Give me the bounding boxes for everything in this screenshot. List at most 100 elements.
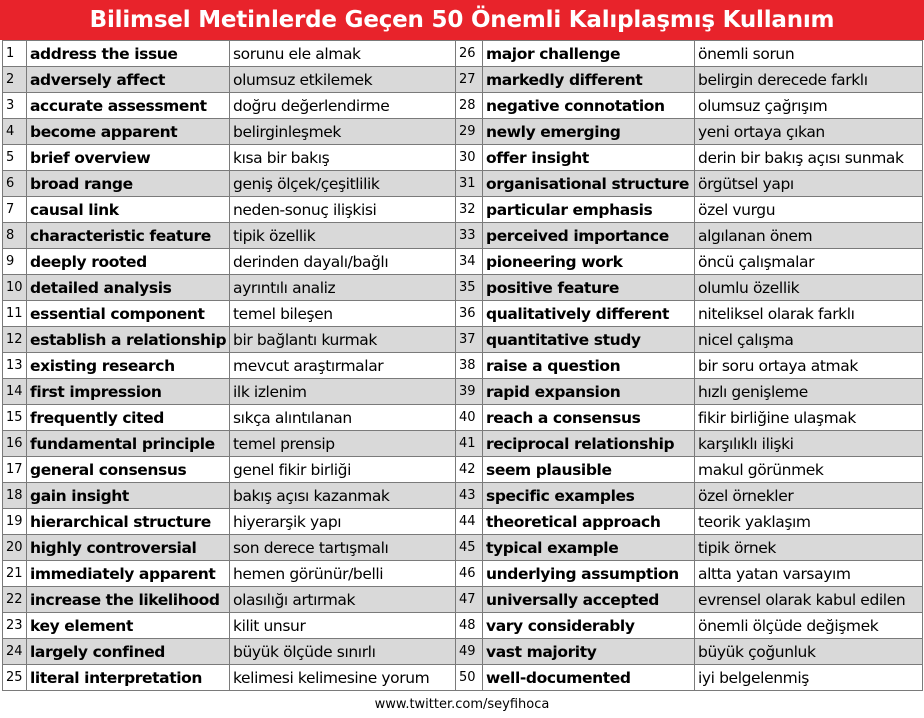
turkish-translation: hiyerarşik yapı <box>229 508 456 535</box>
row-number: 26 <box>455 40 483 67</box>
turkish-translation: yeni ortaya çıkan <box>694 118 923 145</box>
table-row: 3 accurate assessment doğru değerlendirme 2… <box>2 92 923 119</box>
row-number: 7 <box>2 196 27 223</box>
row-number: 33 <box>455 222 483 249</box>
row-number: 35 <box>455 274 483 301</box>
footer-credit: www.twitter.com/seyfihoca <box>374 696 550 712</box>
english-phrase: highly controversial <box>26 534 230 561</box>
turkish-translation: makul görünmek <box>694 456 923 483</box>
table-row: 6 broad range geniş ölçek/çeşitlilik 31 orga… <box>2 170 923 197</box>
turkish-translation: büyük ölçüde sınırlı <box>229 638 456 665</box>
table-row: 21 immediately apparent hemen görünür/bell… <box>2 560 923 587</box>
row-number: 42 <box>455 456 483 483</box>
row-number: 23 <box>2 612 27 639</box>
turkish-translation: öncü çalışmalar <box>694 248 923 275</box>
row-number: 47 <box>455 586 483 613</box>
turkish-translation: örgütsel yapı <box>694 170 923 197</box>
row-number: 17 <box>2 456 27 483</box>
table-row: 23 key element kilit unsur 48 vary considera… <box>2 612 923 639</box>
turkish-translation: hızlı genişleme <box>694 378 923 405</box>
turkish-translation: özel vurgu <box>694 196 923 223</box>
row-number: 20 <box>2 534 27 561</box>
turkish-translation: belirginleşmek <box>229 118 456 145</box>
english-phrase: increase the likelihood <box>26 586 230 613</box>
turkish-translation: ilk izlenim <box>229 378 456 405</box>
turkish-translation: doğru değerlendirme <box>229 92 456 119</box>
turkish-translation: derin bir bakış açısı sunmak <box>694 144 923 171</box>
turkish-translation: iyi belgelenmiş <box>694 664 923 691</box>
row-number: 43 <box>455 482 483 509</box>
english-phrase: key element <box>26 612 230 639</box>
turkish-translation: teorik yaklaşım <box>694 508 923 535</box>
row-number: 1 <box>2 40 27 67</box>
row-number: 36 <box>455 300 483 327</box>
row-number: 14 <box>2 378 27 405</box>
english-phrase: adversely affect <box>26 66 230 93</box>
english-phrase: pioneering work <box>482 248 695 275</box>
english-phrase: general consensus <box>26 456 230 483</box>
english-phrase: well-documented <box>482 664 695 691</box>
row-number: 32 <box>455 196 483 223</box>
table-row: 18 gain insight bakış açısı kazanmak 43 spec… <box>2 482 923 509</box>
turkish-translation: derinden dayalı/bağlı <box>229 248 456 275</box>
row-number: 46 <box>455 560 483 587</box>
row-number: 24 <box>2 638 27 665</box>
english-phrase: broad range <box>26 170 230 197</box>
english-phrase: accurate assessment <box>26 92 230 119</box>
row-number: 13 <box>2 352 27 379</box>
page-title: Bilimsel Metinlerde Geçen 50 Önemli Kalı… <box>0 0 924 40</box>
english-phrase: deeply rooted <box>26 248 230 275</box>
english-phrase: first impression <box>26 378 230 405</box>
table-row: 17 general consensus genel fikir birliği 42… <box>2 456 923 483</box>
turkish-translation: niteliksel olarak farklı <box>694 300 923 327</box>
turkish-translation: evrensel olarak kabul edilen <box>694 586 923 613</box>
row-number: 48 <box>455 612 483 639</box>
row-number: 18 <box>2 482 27 509</box>
turkish-translation: nicel çalışma <box>694 326 923 353</box>
turkish-translation: bir soru ortaya atmak <box>694 352 923 379</box>
english-phrase: particular emphasis <box>482 196 695 223</box>
row-number: 28 <box>455 92 483 119</box>
english-phrase: brief overview <box>26 144 230 171</box>
row-number: 50 <box>455 664 483 691</box>
english-phrase: characteristic feature <box>26 222 230 249</box>
english-phrase: quantitative study <box>482 326 695 353</box>
row-number: 37 <box>455 326 483 353</box>
english-phrase: establish a relationship <box>26 326 230 353</box>
row-number: 5 <box>2 144 27 171</box>
row-number: 25 <box>2 664 27 691</box>
english-phrase: typical example <box>482 534 695 561</box>
english-phrase: frequently cited <box>26 404 230 431</box>
english-phrase: organisational structure <box>482 170 695 197</box>
row-number: 11 <box>2 300 27 327</box>
english-phrase: underlying assumption <box>482 560 695 587</box>
english-phrase: become apparent <box>26 118 230 145</box>
table-row: 19 hierarchical structure hiyerarşik yapı 4… <box>2 508 923 535</box>
english-phrase: offer insight <box>482 144 695 171</box>
english-phrase: negative connotation <box>482 92 695 119</box>
turkish-translation: kısa bir bakış <box>229 144 456 171</box>
row-number: 19 <box>2 508 27 535</box>
table-row: 22 increase the likelihood olasılığı artır… <box>2 586 923 613</box>
table-row: 20 highly controversial son derece tartışm… <box>2 534 923 561</box>
english-phrase: literal interpretation <box>26 664 230 691</box>
turkish-translation: belirgin derecede farklı <box>694 66 923 93</box>
turkish-translation: sorunu ele almak <box>229 40 456 67</box>
english-phrase: vast majority <box>482 638 695 665</box>
table-row: 13 existing research mevcut araştırmalar 38… <box>2 352 923 379</box>
table-row: 8 characteristic feature tipik özellik 33 pe… <box>2 222 923 249</box>
table-row: 15 frequently cited sıkça alıntılanan 40 rea… <box>2 404 923 431</box>
row-number: 2 <box>2 66 27 93</box>
english-phrase: fundamental principle <box>26 430 230 457</box>
english-phrase: markedly different <box>482 66 695 93</box>
table-row: 16 fundamental principle temel prensip 41 re… <box>2 430 923 457</box>
turkish-translation: altta yatan varsayım <box>694 560 923 587</box>
row-number: 44 <box>455 508 483 535</box>
turkish-translation: önemli ölçüde değişmek <box>694 612 923 639</box>
english-phrase: address the issue <box>26 40 230 67</box>
english-phrase: rapid expansion <box>482 378 695 405</box>
table-row: 9 deeply rooted derinden dayalı/bağlı 34 pio… <box>2 248 923 275</box>
table-row: 12 establish a relationship bir bağlantı k… <box>2 326 923 353</box>
english-phrase: vary considerably <box>482 612 695 639</box>
turkish-translation: sıkça alıntılanan <box>229 404 456 431</box>
